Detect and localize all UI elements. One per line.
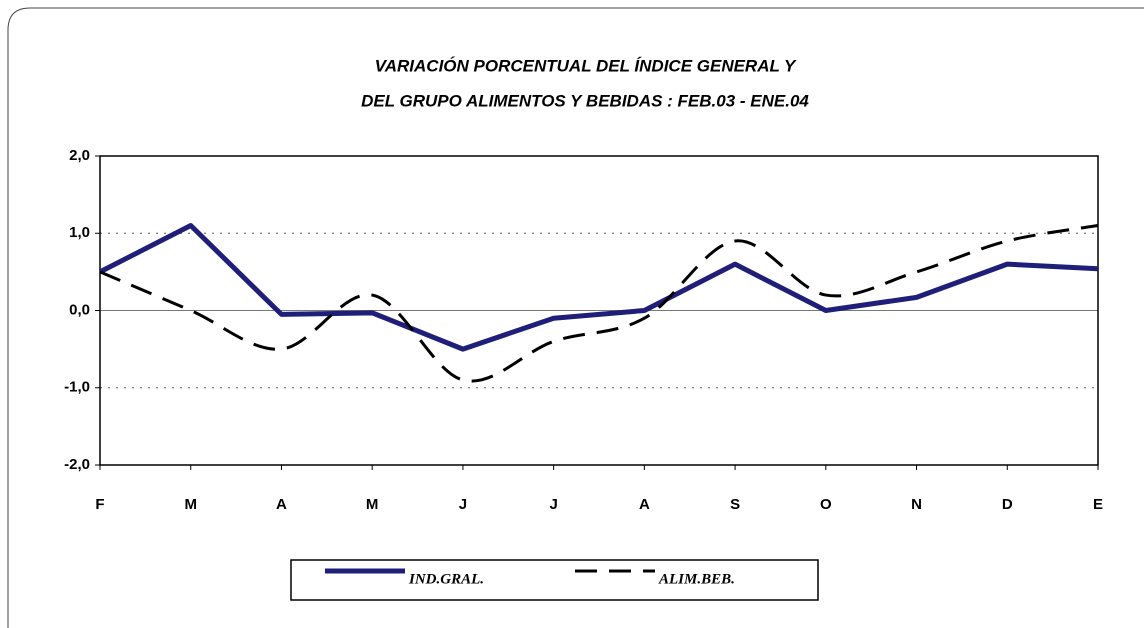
x-tick-label: S (730, 496, 740, 513)
plot-area (99, 155, 1099, 466)
y-tick-label: -2,0 (64, 456, 90, 473)
x-tick-label: M (366, 496, 379, 513)
x-tick-label: A (639, 496, 650, 513)
x-tick-label: J (459, 496, 467, 513)
legend-label: ALIM.BEB. (658, 571, 735, 587)
x-tick-label: N (911, 496, 922, 513)
frame (7, 7, 1144, 628)
x-tick-label: O (820, 496, 832, 513)
line-series (99, 224, 1099, 383)
line-series (98, 223, 1099, 352)
y-tick-label: -1,0 (64, 379, 90, 396)
chart-title: VARIACIÓN PORCENTUAL DEL ÍNDICE GENERAL … (375, 56, 797, 75)
x-tick-label: D (1002, 496, 1013, 513)
y-tick-label: 2,0 (69, 147, 90, 164)
y-tick-label: 1,0 (69, 224, 90, 241)
x-tick-label: F (95, 496, 104, 513)
legend-box (290, 559, 819, 601)
x-tick-label: M (184, 496, 197, 513)
y-tick-label: 0,0 (69, 301, 90, 318)
chart-title: DEL GRUPO ALIMENTOS Y BEBIDAS : FEB.03 -… (361, 91, 809, 110)
x-tick-label: E (1093, 496, 1103, 513)
x-tick-label: J (549, 496, 557, 513)
legend-label: IND.GRAL. (408, 571, 484, 587)
x-tick-label: A (276, 496, 287, 513)
